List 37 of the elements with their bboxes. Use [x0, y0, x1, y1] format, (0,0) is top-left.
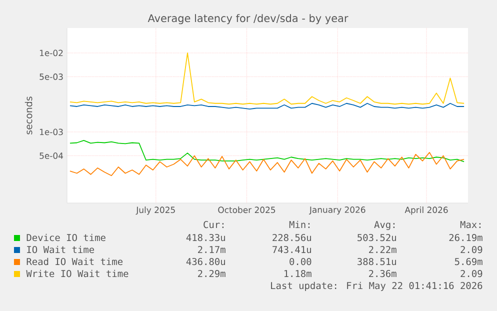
y-tick-label: 5e-03 [40, 74, 63, 80]
text: 5.69m [454, 258, 482, 266]
text: 2.22m [369, 246, 396, 253]
text: 743.41u [272, 246, 311, 254]
text: 2.17m [198, 246, 226, 253]
text: 1.18m [284, 270, 312, 278]
x-tick-label: October 2025 [218, 206, 276, 214]
legend-label: Read IO Wait time [26, 258, 123, 266]
legend-label: IO Wait time [27, 246, 94, 254]
text: 26.19m [449, 234, 482, 242]
legend-label: Device IO time [26, 234, 106, 242]
text: Min: [289, 220, 310, 228]
text: Last update: Fri May 22 01:41:16 2026 [271, 282, 482, 291]
y-axis-title: seconds [24, 96, 32, 134]
text: 228.56u [272, 234, 311, 242]
text: 388.51u [358, 258, 396, 266]
text: 2.09 [460, 270, 482, 278]
legend-label: Write IO Wait time [26, 270, 128, 278]
x-tick-label: July 2025 [136, 206, 175, 215]
text: 2.36m [369, 270, 396, 278]
text: Avg: [374, 221, 395, 230]
line-series [70, 152, 465, 176]
y-tick-label: 1e-02 [40, 50, 63, 56]
text: 0.00 [290, 258, 312, 266]
chart-title: Average latency for /dev/sda - by year [148, 14, 348, 24]
text: 503.52u [358, 234, 396, 242]
y-tick-label: 5e-04 [40, 152, 63, 159]
text: 436.80u [186, 258, 225, 266]
y-tick-label: 1e-03 [40, 128, 63, 136]
x-tick-label: April 2026 [404, 206, 448, 215]
line-series [70, 52, 465, 105]
text: 2.09 [460, 246, 482, 254]
text: 2.29m [198, 270, 226, 278]
x-tick-label: January 2026 [309, 206, 366, 215]
text: Cur: [204, 220, 224, 228]
text: Max: [460, 221, 481, 228]
text: 418.33u [186, 234, 225, 242]
